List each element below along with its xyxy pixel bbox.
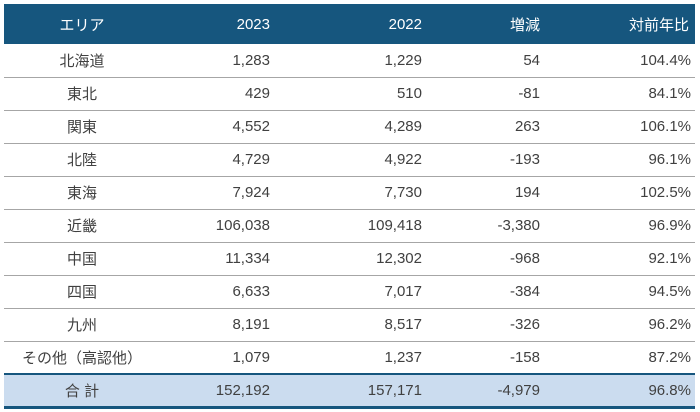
diff-cell: -158 [455, 340, 585, 374]
value-2023-cell: 1,283 [160, 44, 310, 77]
column-header-diff: 増減 [455, 4, 585, 44]
row-kinki: 近畿 106,038 109,418 -3,380 96.9% [4, 208, 695, 242]
area-cell: 四国 [4, 274, 160, 308]
yoy-cell: 104.4% [585, 44, 695, 77]
yoy-cell: 96.9% [585, 208, 695, 242]
row-hokuriku: 北陸 4,729 4,922 -193 96.1% [4, 142, 695, 176]
diff-cell: -193 [455, 142, 585, 176]
area-cell: 関東 [4, 109, 160, 143]
diff-cell: -384 [455, 274, 585, 308]
value-2022-cell: 12,302 [310, 241, 455, 275]
row-other: その他（高認他） 1,079 1,237 -158 87.2% [4, 340, 695, 374]
data-table: エリア 2023 2022 増減 対前年比 北海道 1,283 1,229 54… [4, 4, 695, 409]
area-cell: 北海道 [4, 44, 160, 77]
value-2022-cell: 109,418 [310, 208, 455, 242]
column-header-2022: 2022 [310, 4, 455, 44]
area-cell: 東海 [4, 175, 160, 209]
value-2023-cell: 8,191 [160, 307, 310, 341]
area-comparison-table: エリア 2023 2022 増減 対前年比 北海道 1,283 1,229 54… [4, 4, 695, 409]
value-2022-cell: 4,289 [310, 109, 455, 143]
diff-cell: -3,380 [455, 208, 585, 242]
area-cell: 北陸 [4, 142, 160, 176]
row-chugoku: 中国 11,334 12,302 -968 92.1% [4, 241, 695, 275]
header-row: エリア 2023 2022 増減 対前年比 [4, 4, 695, 44]
area-cell: 近畿 [4, 208, 160, 242]
area-cell: 九州 [4, 307, 160, 341]
yoy-cell: 94.5% [585, 274, 695, 308]
value-2023-cell: 4,729 [160, 142, 310, 176]
yoy-cell: 96.1% [585, 142, 695, 176]
row-kyushu: 九州 8,191 8,517 -326 96.2% [4, 307, 695, 341]
value-2023-cell: 4,552 [160, 109, 310, 143]
value-2022-cell: 1,237 [310, 340, 455, 374]
diff-cell: 194 [455, 175, 585, 209]
diff-cell: 54 [455, 44, 585, 77]
yoy-cell: 96.2% [585, 307, 695, 341]
yoy-cell: 106.1% [585, 109, 695, 143]
row-tohoku: 東北 429 510 -81 84.1% [4, 76, 695, 110]
column-header-area: エリア [4, 4, 160, 44]
total-diff-cell: -4,979 [455, 373, 585, 409]
area-cell: その他（高認他） [4, 340, 160, 374]
value-2023-cell: 429 [160, 76, 310, 110]
total-yoy-cell: 96.8% [585, 373, 695, 409]
diff-cell: -81 [455, 76, 585, 110]
value-2023-cell: 11,334 [160, 241, 310, 275]
value-2022-cell: 7,017 [310, 274, 455, 308]
area-cell: 東北 [4, 76, 160, 110]
yoy-cell: 84.1% [585, 76, 695, 110]
diff-cell: 263 [455, 109, 585, 143]
row-kanto: 関東 4,552 4,289 263 106.1% [4, 109, 695, 143]
total-2022-cell: 157,171 [310, 373, 455, 409]
yoy-cell: 87.2% [585, 340, 695, 374]
row-shikoku: 四国 6,633 7,017 -384 94.5% [4, 274, 695, 308]
column-header-yoy: 対前年比 [585, 4, 695, 44]
value-2022-cell: 1,229 [310, 44, 455, 77]
value-2022-cell: 7,730 [310, 175, 455, 209]
row-total: 合 計 152,192 157,171 -4,979 96.8% [4, 373, 695, 409]
column-header-2023: 2023 [160, 4, 310, 44]
row-hokkaido: 北海道 1,283 1,229 54 104.4% [4, 44, 695, 77]
total-2023-cell: 152,192 [160, 373, 310, 409]
value-2022-cell: 8,517 [310, 307, 455, 341]
yoy-cell: 92.1% [585, 241, 695, 275]
diff-cell: -326 [455, 307, 585, 341]
total-label-cell: 合 計 [4, 373, 160, 409]
yoy-cell: 102.5% [585, 175, 695, 209]
value-2023-cell: 7,924 [160, 175, 310, 209]
value-2022-cell: 4,922 [310, 142, 455, 176]
row-tokai: 東海 7,924 7,730 194 102.5% [4, 175, 695, 209]
value-2023-cell: 1,079 [160, 340, 310, 374]
diff-cell: -968 [455, 241, 585, 275]
area-cell: 中国 [4, 241, 160, 275]
value-2022-cell: 510 [310, 76, 455, 110]
value-2023-cell: 6,633 [160, 274, 310, 308]
value-2023-cell: 106,038 [160, 208, 310, 242]
